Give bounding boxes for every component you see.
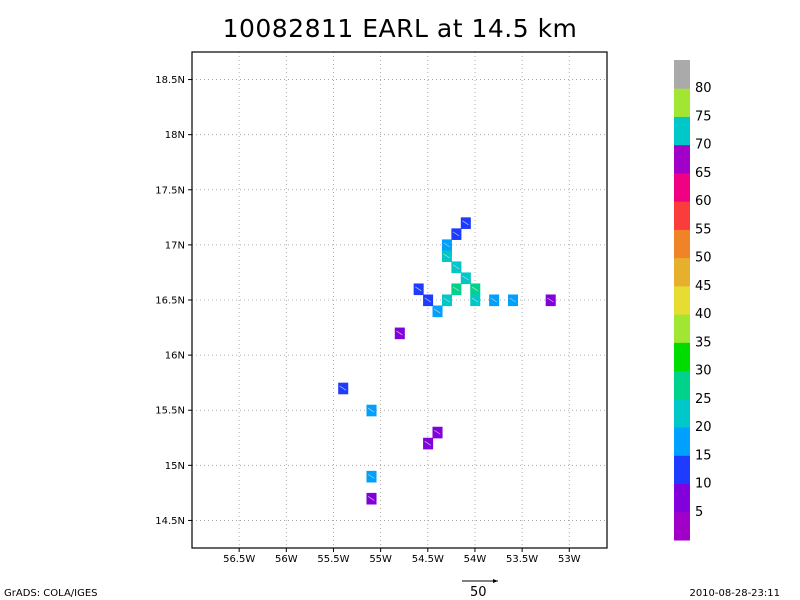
wind-vector [547, 297, 554, 303]
wind-vector [509, 297, 516, 303]
wind-vector [443, 297, 450, 303]
x-tick-label: 55.5W [317, 554, 349, 565]
y-tick-label: 18.5N [155, 75, 185, 86]
wind-vector [452, 231, 460, 237]
colorbar-segment [674, 116, 690, 146]
vector-scale-arrow [462, 579, 498, 583]
x-tick-label: 54W [464, 554, 487, 565]
colorbar-segment [674, 342, 690, 372]
x-axis-ticks: 56.5W 56W 55.5W 55W 54.5W 54W 53.5W 53W [223, 548, 581, 565]
wind-vector [415, 286, 422, 292]
y-tick-label: 17N [165, 240, 185, 251]
wind-vector [424, 440, 431, 446]
y-tick-label: 18N [165, 130, 185, 141]
colorbar-label: 20 [695, 420, 712, 435]
wind-vector [434, 308, 441, 314]
reflectivity-cells [338, 217, 556, 505]
colorbar-label: 65 [695, 166, 712, 181]
vector-scale-label: 50 [470, 585, 487, 600]
colorbar-segment [674, 285, 690, 315]
colorbar-segment [674, 172, 690, 202]
colorbar-label: 25 [695, 392, 712, 407]
colorbar-label: 70 [695, 138, 712, 153]
colorbar-label: 10 [695, 477, 712, 492]
x-tick-label: 56.5W [223, 554, 255, 565]
colorbar-label: 45 [695, 279, 712, 294]
wind-vector [490, 297, 498, 303]
wind-vector [452, 264, 460, 270]
colorbar-segment [674, 455, 690, 485]
grid-lines [192, 52, 607, 548]
y-tick-label: 14.5N [155, 516, 185, 527]
x-tick-label: 54.5W [412, 554, 444, 565]
wind-vector [434, 429, 441, 435]
wind-vector [424, 297, 431, 303]
wind-vector [368, 474, 375, 479]
colorbar-label: 50 [695, 251, 712, 266]
colorbar: 5 10 15 20 25 30 35 40 45 50 55 60 65 70 75 80 [674, 60, 712, 541]
wind-vector [443, 242, 450, 248]
colorbar-label: 30 [695, 364, 712, 379]
wind-vector [471, 286, 479, 292]
wind-vector [462, 275, 469, 281]
colorbar-segment [674, 60, 690, 89]
colorbar-segment [674, 88, 690, 117]
y-axis-ticks: 14.5N 15N 15.5N 16N 16.5N 17N 17.5N 18N 18.5N [155, 75, 192, 527]
colorbar-segment [674, 201, 690, 230]
colorbar-label: 15 [695, 448, 712, 463]
chart-title: 10082811 EARL at 14.5 km [222, 14, 578, 43]
y-tick-label: 16N [165, 351, 185, 362]
wind-vector [396, 330, 403, 336]
wind-vector [471, 297, 479, 303]
footer-credit: GrADS: COLA/IGES [4, 588, 98, 599]
colorbar-label: 60 [695, 194, 712, 209]
x-tick-label: 55W [369, 554, 392, 565]
wind-vector [452, 286, 460, 292]
colorbar-label: 75 [695, 109, 712, 124]
x-tick-label: 53W [558, 554, 581, 565]
y-tick-label: 17.5N [155, 185, 185, 196]
footer-timestamp: 2010-08-28-23:11 [689, 588, 780, 599]
wind-vector [368, 407, 375, 413]
y-tick-label: 15N [165, 461, 185, 472]
colorbar-segment [674, 427, 690, 456]
colorbar-segment [674, 398, 690, 428]
colorbar-segment [674, 511, 690, 541]
colorbar-segment [674, 483, 690, 513]
colorbar-label: 40 [695, 307, 712, 322]
y-tick-label: 15.5N [155, 406, 185, 417]
colorbar-label: 5 [695, 505, 703, 520]
colorbar-label: 80 [695, 81, 712, 96]
wind-vector [368, 496, 375, 501]
colorbar-label: 35 [695, 335, 712, 350]
wind-vector [443, 253, 450, 259]
x-tick-label: 53.5W [506, 554, 538, 565]
colorbar-segment [674, 144, 690, 174]
wind-vector [462, 220, 469, 226]
colorbar-segment [674, 314, 690, 343]
colorbar-segment [674, 229, 690, 259]
y-tick-label: 16.5N [155, 296, 185, 307]
colorbar-label: 55 [695, 222, 712, 237]
x-tick-label: 56W [275, 554, 298, 565]
wind-vector [339, 385, 347, 391]
wind-vectors [339, 220, 554, 501]
colorbar-segment [674, 370, 690, 400]
colorbar-segment [674, 257, 690, 287]
